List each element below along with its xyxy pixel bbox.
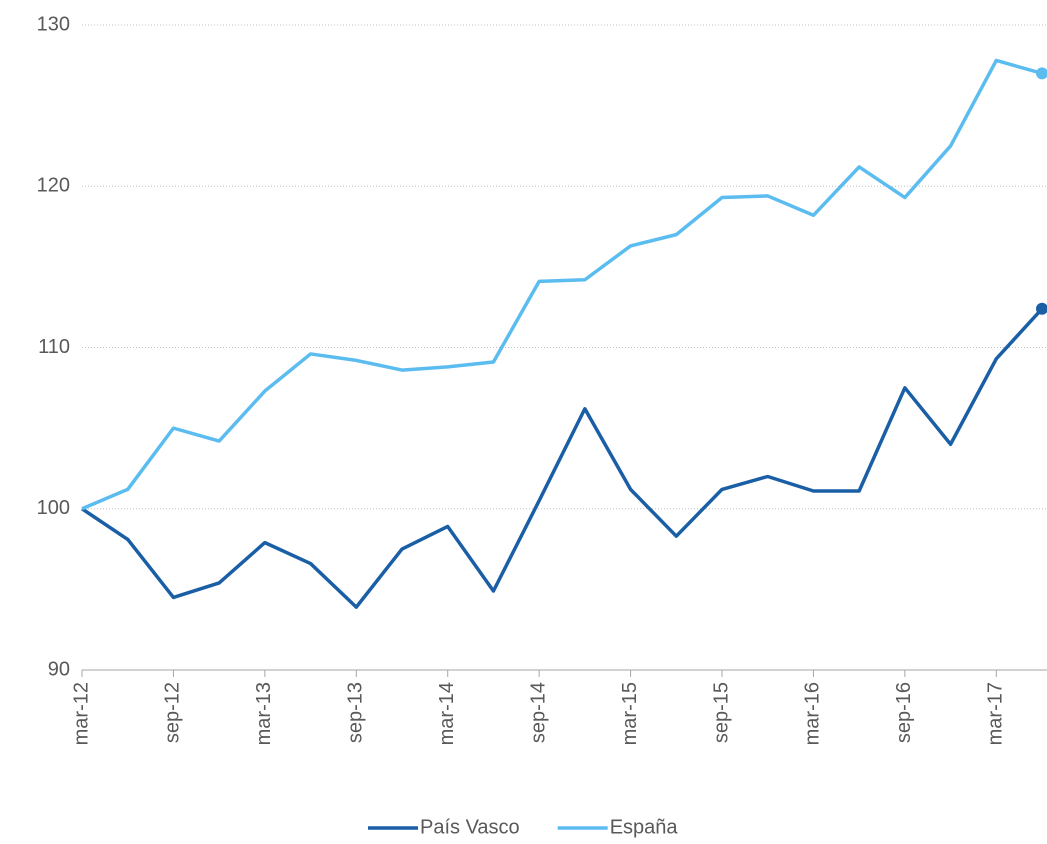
y-tick-label: 110 bbox=[38, 336, 70, 358]
x-tick-label: sep-14 bbox=[527, 682, 549, 743]
x-tick-label: sep-13 bbox=[345, 682, 367, 743]
line-series bbox=[81, 58, 1043, 511]
y-tick-label: 90 bbox=[48, 658, 70, 680]
x-tick-label: mar-17 bbox=[985, 682, 1007, 745]
legend-label: España bbox=[610, 816, 679, 838]
line-series bbox=[81, 307, 1044, 609]
x-tick-label: sep-16 bbox=[893, 682, 915, 743]
legend-label: País Vasco bbox=[420, 816, 520, 838]
x-tick-label: sep-15 bbox=[710, 682, 732, 743]
y-tick-label: 130 bbox=[37, 13, 70, 35]
end-marker bbox=[1036, 67, 1047, 80]
x-tick-label: mar-13 bbox=[253, 682, 275, 745]
end-marker bbox=[1036, 302, 1047, 315]
x-tick-label: mar-12 bbox=[70, 682, 92, 745]
x-tick-label: mar-15 bbox=[619, 682, 641, 745]
x-tick-label: sep-12 bbox=[162, 682, 184, 743]
x-tick-label: mar-16 bbox=[802, 682, 824, 745]
y-tick-label: 100 bbox=[37, 497, 70, 519]
y-tick-label: 120 bbox=[37, 175, 70, 197]
x-tick-label: mar-14 bbox=[436, 682, 458, 745]
